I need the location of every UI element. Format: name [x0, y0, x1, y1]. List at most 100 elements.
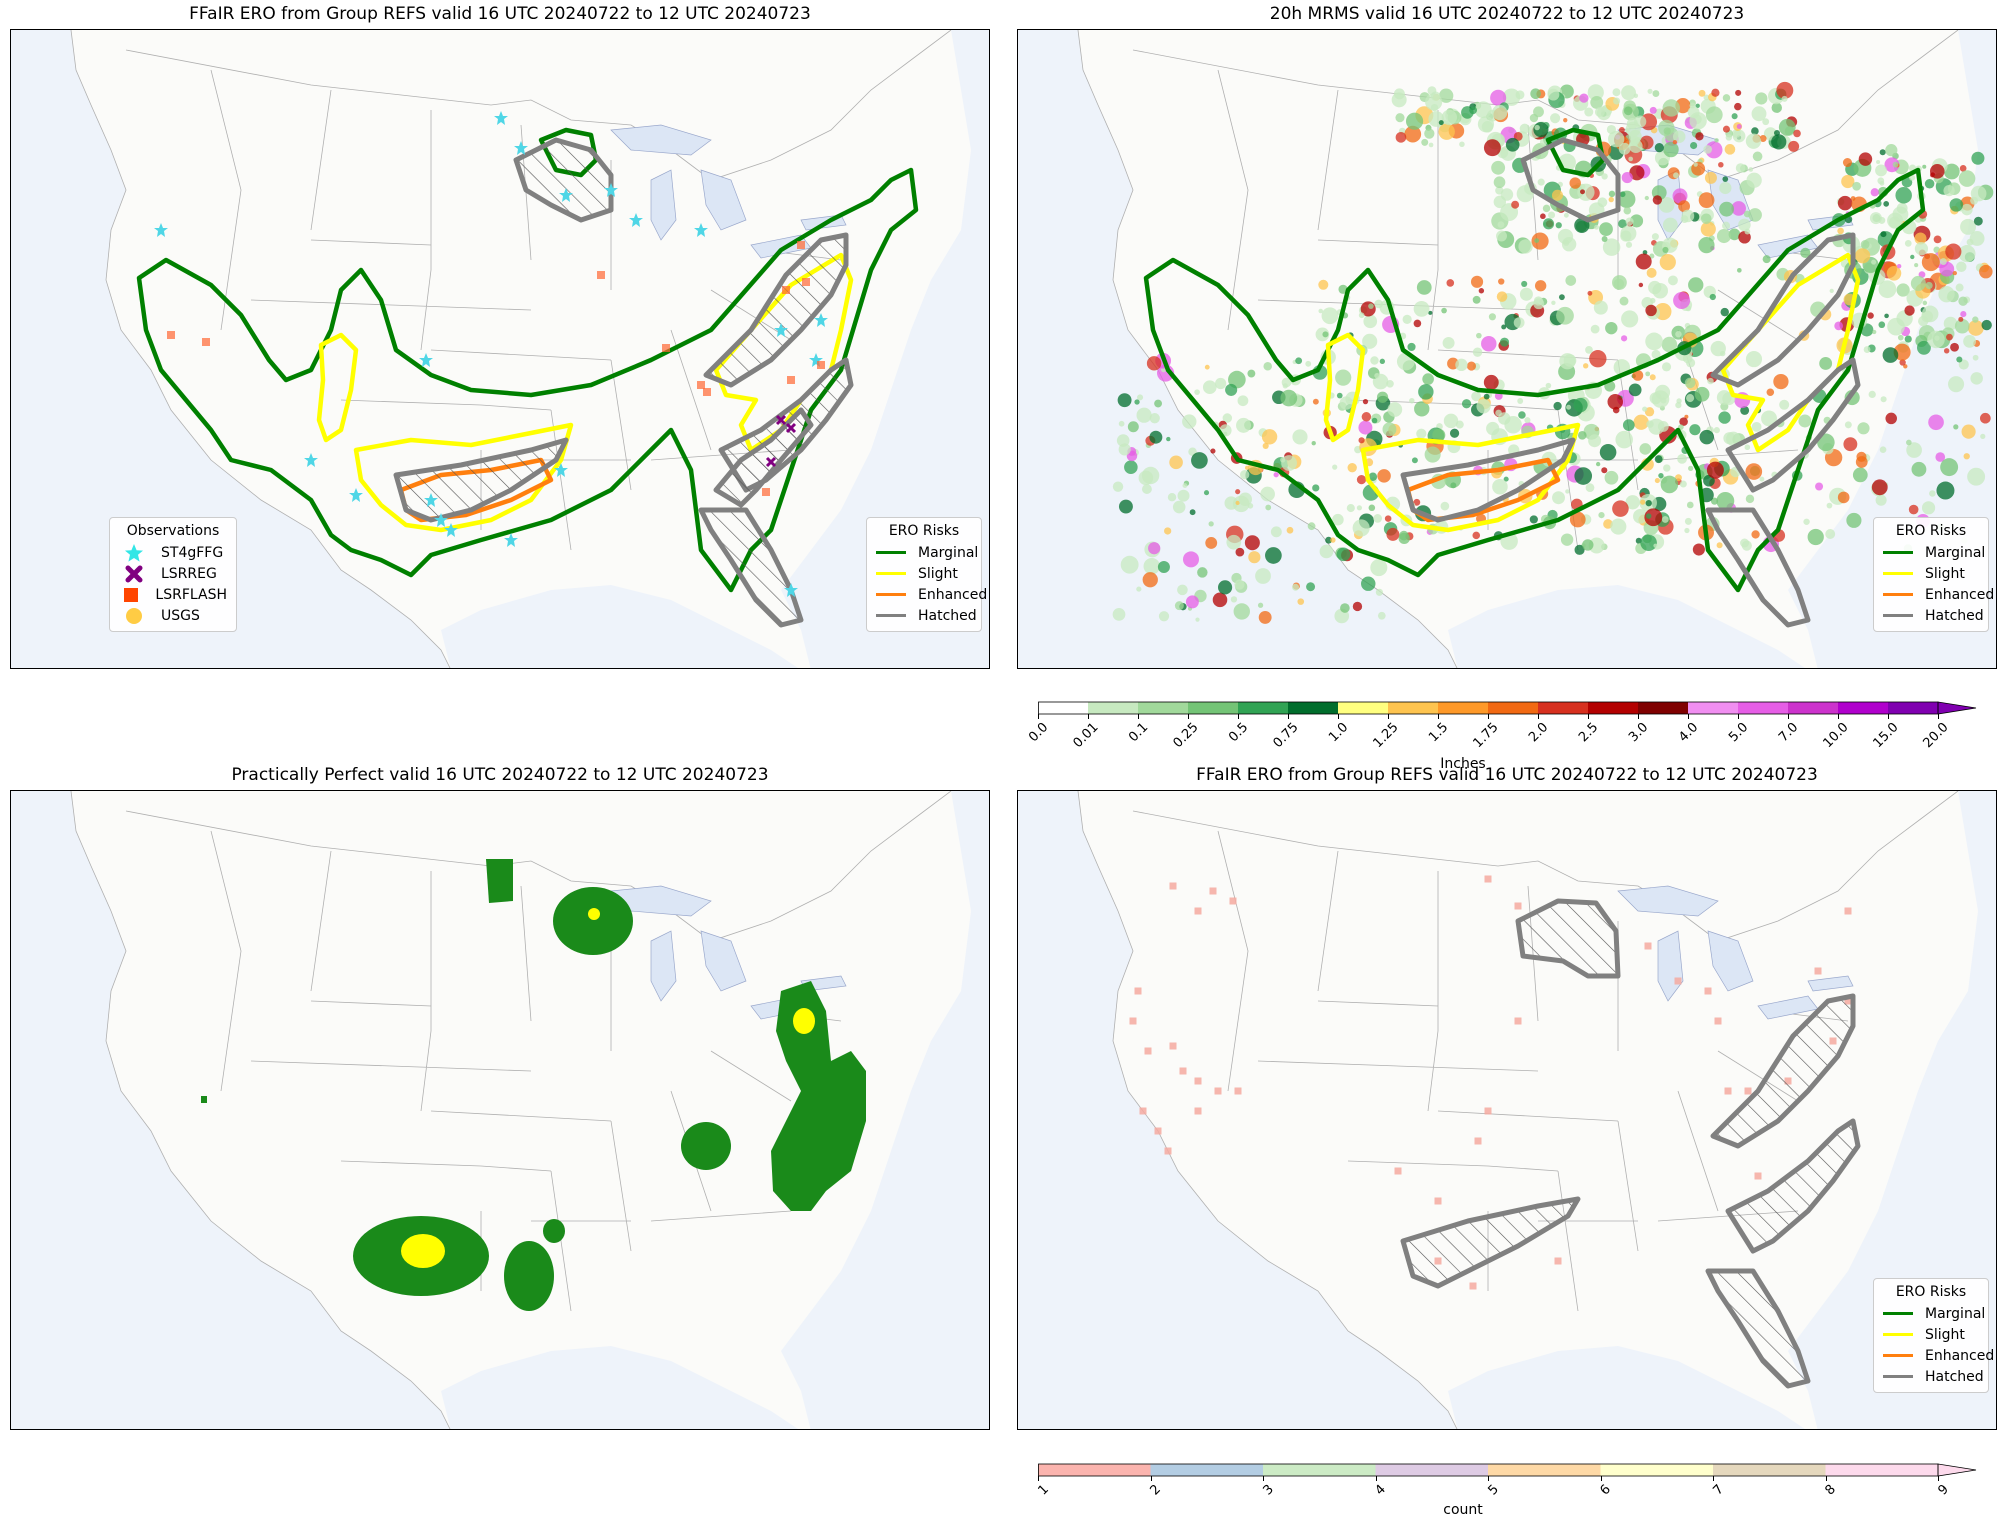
precip-cell: [1895, 187, 1912, 204]
colorbar-segment: [1888, 702, 1938, 714]
map-basemap: [11, 30, 989, 668]
state-border: [210, 830, 842, 1312]
ero-risks-legend: ERO Risks Marginal Slight Enhanced Hatched: [1873, 1278, 1994, 1393]
precip-cell: [1551, 300, 1556, 305]
precip-cell: [1928, 414, 1944, 431]
precip-cell: [1347, 462, 1357, 473]
precip-cell: [1940, 458, 1959, 477]
legend-label: Enhanced: [1925, 586, 1995, 603]
precip-cell: [1461, 399, 1472, 409]
precip-cell: [1613, 97, 1621, 105]
hatched-area-southern-plains: [1400, 437, 1576, 523]
colorbar-tick-label: 3: [1260, 1482, 1277, 1499]
hatched-area-mn: [1515, 898, 1621, 979]
great-lake: [1757, 995, 1819, 1020]
precip-cell: [1202, 380, 1217, 395]
legend-label: Enhanced: [1925, 1347, 1995, 1364]
precip-cell: [1157, 560, 1170, 573]
precip-cell: [1297, 598, 1305, 605]
colorbar-segment: [1150, 1464, 1263, 1476]
precip-cell: [1766, 388, 1775, 397]
lsrflash-marker: [782, 286, 790, 294]
map-ero-count: ERO Risks Marginal Slight Enhanced Hatched: [1017, 790, 1997, 1430]
count-marker: [1514, 1017, 1522, 1025]
precip-cell: [1280, 389, 1298, 407]
precip-cell: [1917, 340, 1931, 355]
count-colorbar-label: count: [1443, 1502, 1483, 1518]
precip-cell: [1377, 469, 1391, 483]
precip-cell: [1778, 118, 1796, 136]
precip-colorbar: 0.0 0.01 0.1 0.25 0.5 0.75 1.0 1.25 1.5 1.75 2.0 2.…: [1026, 700, 1978, 780]
precip-cell: [1503, 476, 1509, 482]
precip-cell: [1472, 347, 1483, 357]
precip-cell: [1954, 318, 1970, 334]
colorbar-tick-label: 2.0: [1526, 720, 1552, 746]
precip-cell: [1368, 472, 1378, 481]
count-marker: [1484, 1107, 1492, 1115]
count-colorbar-svg: [1038, 1463, 1977, 1477]
precip-cell: [1373, 514, 1382, 523]
precip-cell: [1744, 444, 1751, 451]
precip-cell: [1471, 391, 1481, 402]
precip-cell: [1719, 201, 1735, 217]
precip-cell: [1524, 417, 1531, 424]
st4gffg-marker: [424, 493, 438, 507]
marginal-risk-contour: [136, 167, 919, 593]
precip-cell: [1374, 372, 1380, 379]
colorbar-tick-mark: [1688, 714, 1689, 719]
precip-cell: [1679, 417, 1688, 426]
precip-cell: [1886, 266, 1902, 281]
colorbar-tick-mark: [1713, 1476, 1714, 1481]
precip-cell: [1682, 353, 1693, 364]
colorbar-segment: [1538, 702, 1588, 714]
precip-cell: [1607, 394, 1624, 410]
count-marker: [1554, 1257, 1562, 1265]
precip-cell: [1872, 329, 1877, 335]
precip-cell: [1618, 127, 1625, 133]
pacific-ocean: [11, 30, 450, 668]
precip-cell: [1707, 377, 1714, 385]
precip-cell: [1877, 177, 1885, 185]
precip-cell: [1569, 177, 1581, 189]
colorbar-tick-mark: [1375, 1476, 1377, 1481]
legend-item-slight: Slight: [1883, 563, 1979, 584]
precip-cell: [1950, 342, 1959, 352]
precip-cell: [1262, 442, 1269, 449]
precip-cell: [1661, 516, 1669, 523]
panel-title-ero-count: FFaIR ERO from Group REFS valid 16 UTC 2…: [1196, 765, 1818, 785]
legend-item-st4gffg: ST4gFFG: [119, 542, 227, 563]
precip-cell: [1438, 120, 1444, 126]
colorbar-segment: [1713, 1464, 1826, 1476]
colorbar-segment: [1488, 1464, 1601, 1476]
colorbar-segment: [1188, 702, 1238, 714]
precip-cell: [1382, 422, 1397, 437]
colorbar-segment: [1375, 1464, 1488, 1476]
precip-cell: [1305, 360, 1312, 367]
precip-cell: [1590, 324, 1600, 334]
precip-cell: [1237, 395, 1249, 407]
colorbar-tick-mark: [1088, 714, 1089, 719]
precip-cell: [1887, 317, 1905, 336]
precip-cell: [1623, 206, 1632, 215]
precip-cell: [1358, 312, 1365, 319]
precip-cell: [1929, 164, 1945, 179]
precip-cell: [1177, 584, 1188, 596]
precip-cell: [1800, 247, 1811, 258]
precip-cell: [1615, 430, 1633, 449]
precip-cell: [1594, 224, 1599, 230]
legend-label: Marginal: [1925, 544, 1986, 561]
colorbar-segment: [1288, 702, 1338, 714]
precip-cell: [1825, 529, 1836, 539]
precip-cell: [1955, 283, 1964, 292]
precip-cell: [1149, 413, 1160, 424]
precip-cell: [1561, 237, 1577, 252]
colorbar-segment: [1138, 702, 1188, 714]
great-lake: [700, 930, 747, 992]
precip-cell: [1846, 512, 1862, 528]
colorbar-tick-mark: [1263, 1476, 1264, 1481]
precip-cell: [1470, 275, 1484, 288]
precip-cell: [1563, 354, 1577, 367]
great-lake: [1617, 885, 1719, 917]
precip-cell: [1621, 172, 1633, 184]
precip-cell: [1112, 608, 1126, 621]
